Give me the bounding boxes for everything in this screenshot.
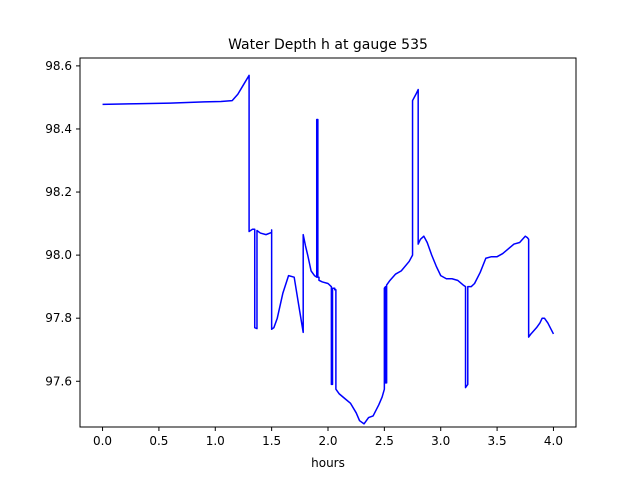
x-tick-label: 1.5 (262, 434, 281, 448)
x-axis-label: hours (311, 456, 345, 470)
axes-frame (79, 57, 577, 428)
y-tick-label: 97.6 (45, 374, 72, 388)
x-tick-label: 0.5 (149, 434, 168, 448)
y-tick-label: 98.0 (45, 248, 72, 262)
x-tick-label: 1.0 (206, 434, 225, 448)
plot-area (102, 74, 555, 425)
axis-ticks: 0.0 0.5 1.0 1.5 2.0 2.5 3.0 3.5 4.0 97.6 97.8 98.0 9… (45, 59, 563, 448)
x-tick-label: 2.5 (375, 434, 394, 448)
y-tick-label: 98.2 (45, 185, 72, 199)
series-line-0 (102, 74, 555, 425)
y-tick-label: 98.4 (45, 122, 72, 136)
y-tick-label: 98.6 (45, 59, 72, 73)
y-tick-label: 97.8 (45, 311, 72, 325)
x-tick-label: 0.0 (93, 434, 112, 448)
chart-title: Water Depth h at gauge 535 (228, 37, 428, 53)
x-tick-label: 2.0 (318, 434, 337, 448)
x-tick-label: 3.0 (431, 434, 450, 448)
x-tick-label: 4.0 (544, 434, 563, 448)
x-tick-label: 3.5 (488, 434, 507, 448)
